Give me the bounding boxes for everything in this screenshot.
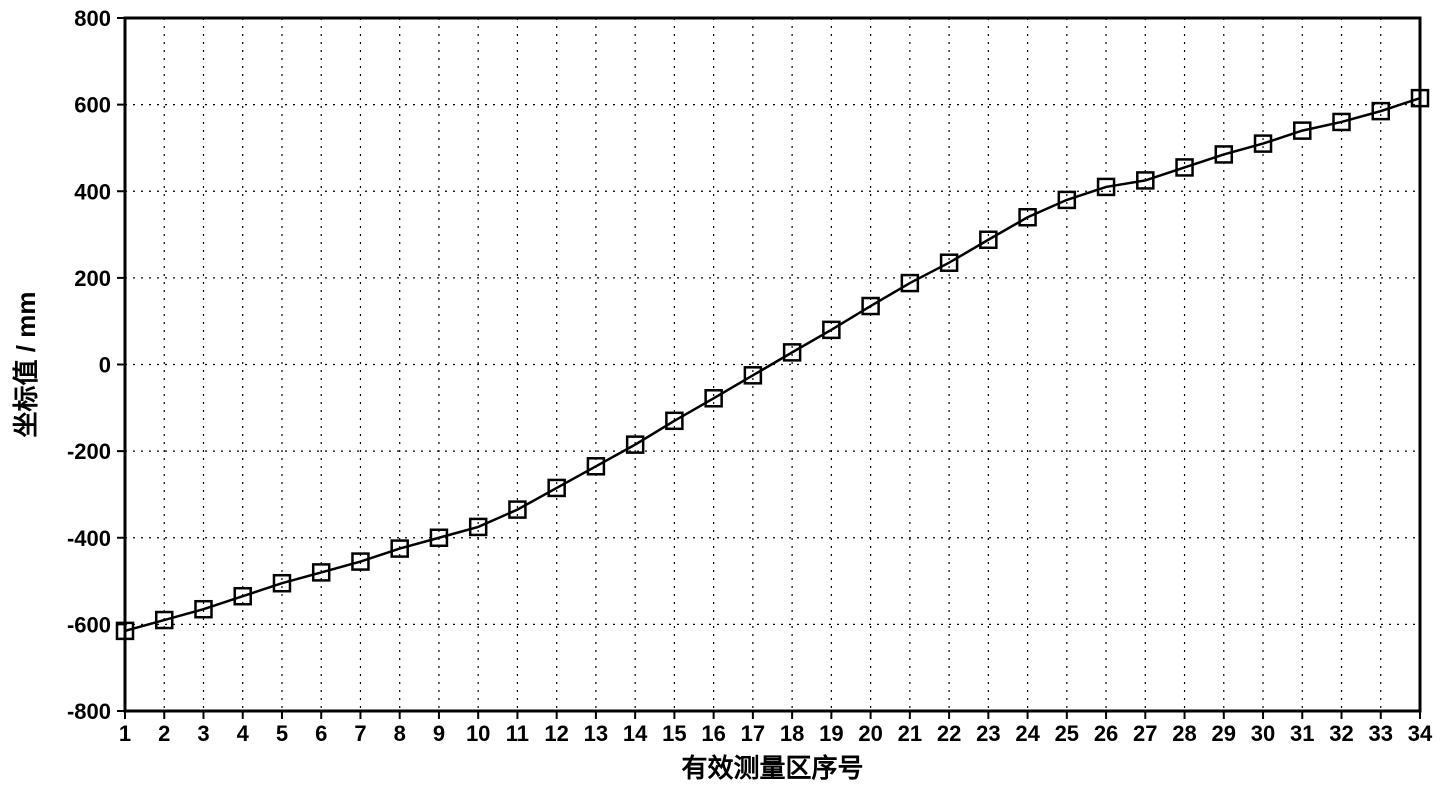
svg-text:17: 17: [741, 721, 765, 746]
svg-text:18: 18: [780, 721, 804, 746]
svg-text:4: 4: [237, 721, 250, 746]
svg-text:32: 32: [1329, 721, 1353, 746]
svg-text:600: 600: [74, 93, 111, 118]
svg-text:24: 24: [1015, 721, 1040, 746]
svg-text:坐标值 / mm: 坐标值 / mm: [11, 292, 41, 438]
svg-text:-800: -800: [67, 699, 111, 724]
chart-container: 1234567891011121314151617181920212223242…: [0, 0, 1440, 791]
svg-text:1: 1: [119, 721, 131, 746]
svg-text:28: 28: [1172, 721, 1196, 746]
svg-text:5: 5: [276, 721, 288, 746]
svg-text:27: 27: [1133, 721, 1157, 746]
svg-text:34: 34: [1408, 721, 1433, 746]
svg-text:33: 33: [1369, 721, 1393, 746]
svg-text:16: 16: [701, 721, 725, 746]
svg-text:14: 14: [623, 721, 648, 746]
svg-text:29: 29: [1212, 721, 1236, 746]
svg-text:11: 11: [506, 721, 529, 746]
svg-text:800: 800: [74, 6, 111, 31]
svg-text:10: 10: [466, 721, 490, 746]
svg-text:12: 12: [544, 721, 568, 746]
svg-text:20: 20: [858, 721, 882, 746]
svg-text:6: 6: [315, 721, 327, 746]
svg-text:30: 30: [1251, 721, 1275, 746]
svg-text:8: 8: [394, 721, 406, 746]
svg-text:19: 19: [819, 721, 843, 746]
svg-text:15: 15: [662, 721, 686, 746]
svg-text:23: 23: [976, 721, 1000, 746]
svg-text:21: 21: [898, 721, 922, 746]
svg-text:-200: -200: [67, 439, 111, 464]
svg-text:2: 2: [158, 721, 170, 746]
svg-text:3: 3: [197, 721, 209, 746]
svg-text:13: 13: [584, 721, 608, 746]
svg-text:9: 9: [433, 721, 445, 746]
svg-text:0: 0: [99, 353, 111, 378]
line-chart: 1234567891011121314151617181920212223242…: [0, 0, 1440, 791]
svg-text:7: 7: [354, 721, 366, 746]
svg-text:200: 200: [74, 266, 111, 291]
svg-text:400: 400: [74, 179, 111, 204]
svg-text:-600: -600: [67, 612, 111, 637]
svg-text:22: 22: [937, 721, 961, 746]
svg-text:26: 26: [1094, 721, 1118, 746]
svg-text:有效测量区序号: 有效测量区序号: [681, 753, 863, 783]
svg-text:-400: -400: [67, 526, 111, 551]
svg-text:31: 31: [1290, 721, 1314, 746]
svg-text:25: 25: [1055, 721, 1079, 746]
